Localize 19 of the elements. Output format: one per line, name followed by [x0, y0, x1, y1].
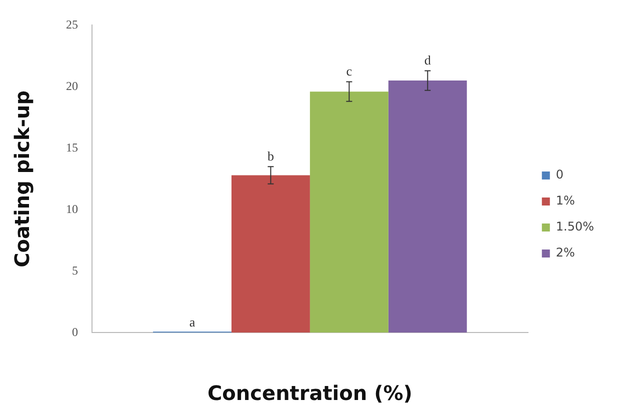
- legend-label: 1.50%: [556, 220, 594, 234]
- data-label: b: [267, 148, 274, 164]
- legend-label: 1%: [556, 194, 575, 208]
- bar: [310, 92, 388, 333]
- y-tick-label: 15: [66, 140, 78, 154]
- bar: [388, 80, 467, 333]
- data-label: c: [346, 64, 352, 79]
- data-label: a: [189, 314, 196, 330]
- y-tick-label: 25: [66, 17, 78, 32]
- x-axis-title: Concentration (%): [207, 381, 412, 406]
- y-tick-label: 10: [66, 202, 78, 216]
- data-label: d: [424, 52, 432, 68]
- legend-label: 2%: [556, 246, 575, 260]
- y-tick-label: 0: [72, 324, 78, 339]
- bar: [231, 175, 310, 333]
- y-axis-title: Coating pick-up: [10, 90, 34, 268]
- legend-label: 0: [556, 168, 564, 182]
- y-tick-label: 20: [66, 78, 78, 93]
- y-tick-label: 5: [72, 263, 78, 278]
